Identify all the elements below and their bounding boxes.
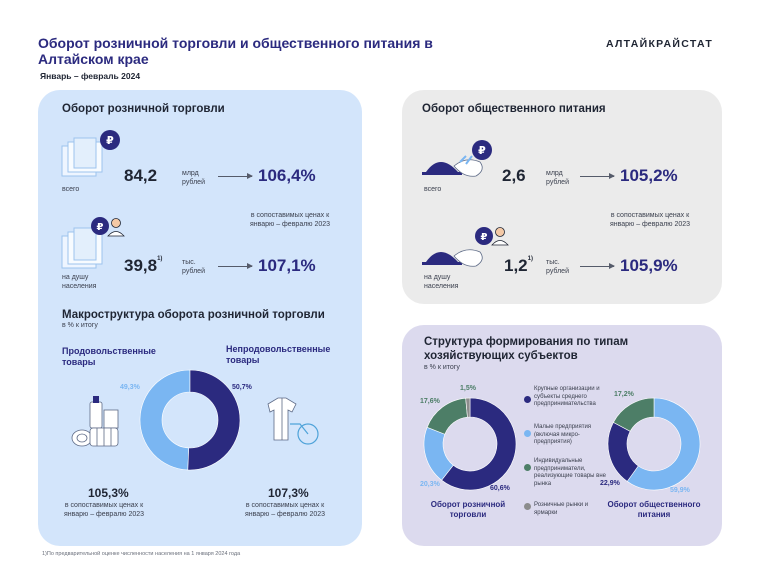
food-total-value: 2,6 (502, 166, 526, 185)
food-struct-slice-2 (613, 397, 655, 432)
macro-food-index: 105,3% (88, 486, 129, 500)
food-per-capita-unit: тыс. рублей (546, 259, 569, 275)
svg-text:₽: ₽ (106, 134, 114, 147)
macro-nonfood-comparison: в сопоставимых ценах к январю – февралю … (244, 502, 326, 518)
retail-total-index: 106,4% (258, 166, 316, 185)
food-service-heading: Оборот общественного питания (422, 103, 606, 115)
retail-struct-slice-0 (441, 397, 517, 491)
macro-donut-slice-1 (187, 369, 241, 471)
food-service-panel (402, 90, 722, 304)
food-per-capita-index: 105,9% (620, 256, 678, 275)
svg-text:₽: ₽ (481, 232, 488, 243)
legend-dot-large (524, 396, 531, 403)
food-per-capita-arrow (580, 263, 615, 269)
structure-panel (402, 325, 722, 546)
legend-text-entrepreneurs: Индивидуальные предприниматели, реализую… (534, 458, 606, 487)
legend-dot-entrepreneurs (524, 464, 531, 471)
retail-struct-caption: Оборот розничной торговли (430, 500, 506, 519)
food-struct-caption: Оборот общественного питания (607, 500, 701, 519)
legend-dot-markets (524, 503, 531, 510)
retail-comparison-note: в сопоставимых ценах к январю – февралю … (249, 212, 331, 228)
structure-heading: Структура формирования по типам хозяйств… (424, 336, 629, 362)
macro-donut-slice-0 (139, 369, 191, 471)
structure-sub: в % к итогу (424, 364, 460, 371)
retail-per-capita-value: 39,8 (124, 256, 158, 275)
macro-nonfood-index: 107,3% (268, 486, 309, 500)
legend-text-small: Малые предприятия (включая микро-предпри… (534, 424, 592, 445)
macro-nonfood-label: Непродовольственные товары (226, 344, 331, 365)
macro-heading: Макроструктура оборота розничной торговл… (62, 309, 325, 321)
food-struct-slice-0 (626, 397, 701, 491)
macro-food-comparison: в сопоставимых ценах к январю – февралю … (63, 502, 145, 518)
food-struct-value-0: 59,9% (670, 487, 690, 494)
food-per-capita-label: на душу населения (424, 274, 459, 290)
retail-heading: Оборот розничной торговли (62, 103, 225, 115)
groceries-icon (71, 396, 119, 447)
serving-dish-icon: ₽ (422, 140, 492, 177)
svg-text:₽: ₽ (97, 222, 104, 233)
food-per-capita-value-wrap: 1,21) (504, 256, 533, 276)
retail-total-unit: млрд рублей (182, 170, 205, 186)
food-struct-value-2: 17,2% (614, 391, 634, 398)
retail-struct-value-3: 1,5% (460, 385, 476, 392)
retail-per-capita-arrow (218, 263, 253, 269)
food-total-label: всего (424, 186, 442, 193)
retail-struct-value-0: 60,6% (490, 485, 510, 492)
retail-per-capita-label: на душу населения (62, 274, 97, 290)
serving-dish-person-icon: ₽ (422, 227, 509, 267)
retail-structure-donut (423, 397, 517, 491)
retail-total-value: 84,2 (124, 166, 158, 185)
retail-per-capita-value-wrap: 39,81) (124, 256, 162, 276)
banknotes-icon: ₽ (61, 130, 120, 177)
legend-text-large: Крупные организации и субъекты среднего … (534, 386, 600, 407)
food-structure-donut (607, 397, 701, 491)
food-comparison-note: в сопоставимых ценах к январю – февралю … (609, 212, 691, 228)
retail-per-capita-sup: 1) (157, 256, 163, 262)
banknotes-person-icon: ₽ (61, 217, 125, 269)
retail-struct-value-2: 17,6% (420, 398, 440, 405)
retail-per-capita-unit: тыс. рублей (182, 259, 205, 275)
food-total-arrow (580, 173, 615, 179)
legend-text-markets: Розничные рынки и ярмарки (534, 502, 589, 516)
footnote: 1)По предварительной оценке численности … (42, 551, 241, 557)
non-food-goods-icon (267, 397, 319, 445)
page-subtitle: Январь – февраль 2024 (40, 71, 141, 81)
macro-food-label: Продовольственные товары (62, 346, 156, 367)
retail-per-capita-index: 107,1% (258, 256, 316, 275)
macro-nonfood-value: 50,7% (232, 384, 252, 391)
brand-logo: АЛТАЙКРАЙСТАТ (606, 38, 714, 50)
food-struct-value-1: 22,9% (600, 480, 620, 487)
food-per-capita-value: 1,2 (504, 256, 528, 275)
food-per-capita-sup: 1) (527, 256, 533, 262)
retail-struct-value-1: 20,3% (420, 481, 440, 488)
legend-dot-small (524, 430, 531, 437)
retail-struct-slice-3 (465, 397, 471, 418)
food-struct-slice-1 (607, 421, 639, 482)
macro-sub: в % к итогу (62, 322, 98, 329)
food-total-unit: млрд рублей (546, 170, 569, 186)
page-title: Оборот розничной торговли и общественног… (38, 35, 433, 67)
retail-total-label: всего (62, 186, 80, 193)
macro-donut-chart (139, 369, 241, 471)
svg-text:₽: ₽ (478, 144, 486, 157)
macro-food-value: 49,3% (120, 384, 140, 391)
food-total-index: 105,2% (620, 166, 678, 185)
retail-total-arrow (218, 173, 253, 179)
